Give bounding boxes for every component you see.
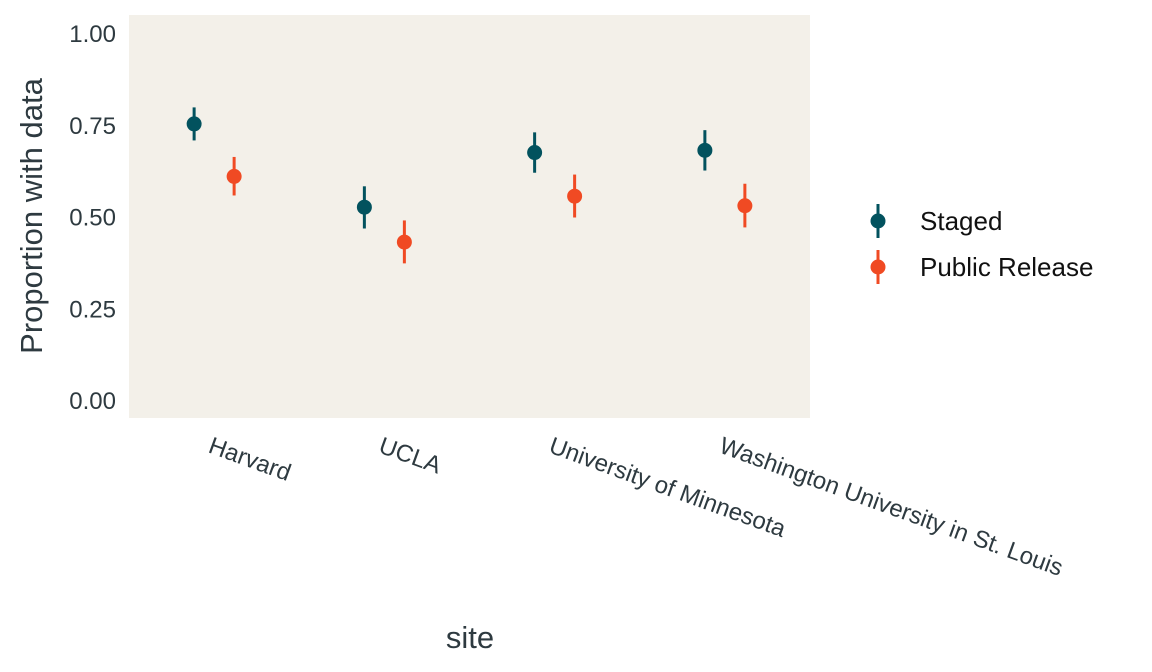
legend-label: Public Release: [920, 252, 1093, 282]
y-tick-label: 0.00: [69, 388, 116, 415]
x-tick-label: Harvard: [205, 432, 294, 487]
data-point: [737, 198, 753, 214]
data-point: [396, 234, 412, 250]
x-axis-title: site: [446, 620, 494, 655]
data-marks: [186, 107, 753, 264]
legend-label: Staged: [920, 206, 1002, 236]
y-tick-label: 0.75: [69, 113, 116, 140]
legend: Staged Public Release: [870, 204, 1093, 284]
y-tick-label: 0.25: [69, 296, 116, 323]
data-point: [567, 188, 583, 204]
y-axis: 0.00 0.25 0.50 0.75 1.00: [69, 21, 116, 415]
legend-key-point: [870, 213, 886, 229]
data-point: [697, 142, 713, 158]
y-tick-label: 1.00: [69, 21, 116, 48]
x-axis: Harvard UCLA University of MinnesotaWashin…: [205, 432, 1066, 582]
x-tick-label: UCLA: [375, 432, 444, 479]
legend-key-point: [870, 259, 886, 275]
x-tick-label: Washington University in St. Louis: [716, 432, 1067, 582]
y-axis-title: Proportion with data: [14, 77, 49, 353]
plot-panel: [129, 15, 810, 418]
data-point: [186, 116, 202, 132]
data-point: [527, 145, 543, 161]
data-point: [356, 199, 372, 215]
data-point: [226, 168, 242, 184]
y-tick-label: 0.50: [69, 205, 116, 232]
